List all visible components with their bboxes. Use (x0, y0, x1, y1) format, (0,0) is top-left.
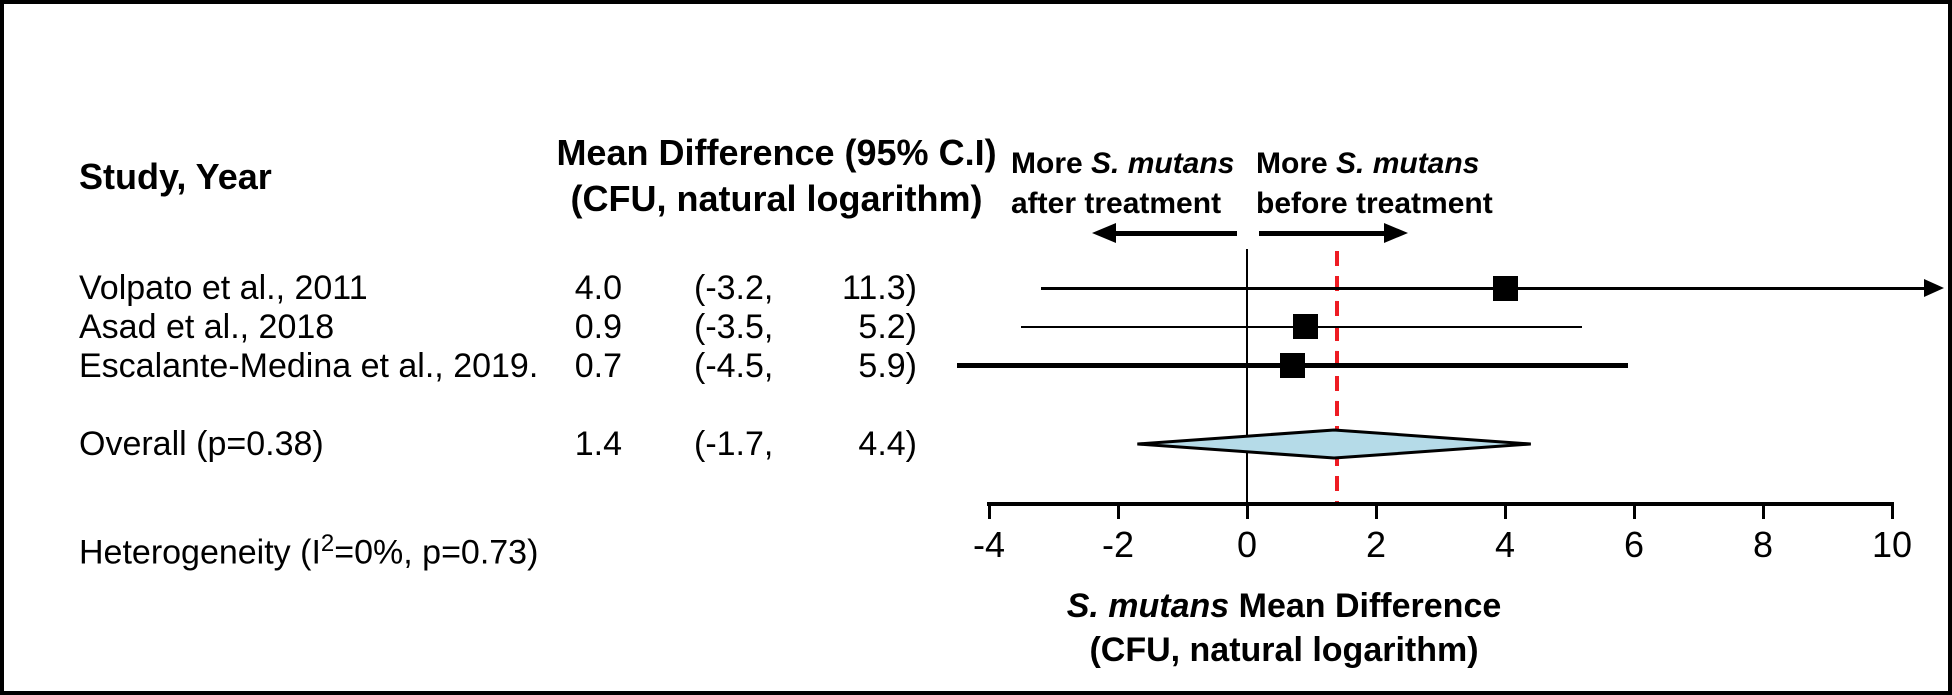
effect-square-0 (1492, 275, 1518, 301)
x-axis (987, 502, 1894, 506)
study-year-column-header: Study, Year (79, 156, 272, 197)
overall-row-ci-high: 4.4) (858, 425, 917, 463)
overall-row-mean: 1.4 (574, 425, 622, 463)
zero-reference-line (1246, 249, 1248, 518)
right-arrowhead-icon (1384, 223, 1408, 243)
overall-row-ci-low: (-1.7, (694, 425, 774, 463)
x-axis-tick-8 (1761, 504, 1765, 519)
effect-square-1 (1292, 314, 1318, 339)
study-row-2-mean: 0.7 (574, 346, 622, 385)
study-row-2-ci-low: (-4.5, (694, 346, 774, 385)
x-axis-tick-label-8: 8 (1752, 524, 1774, 565)
x-axis-title: S. mutans Mean Difference (CFU, natural … (1066, 587, 1502, 669)
x-axis-tick-label-10: 10 (1871, 524, 1913, 565)
x-axis-tick--4 (987, 504, 991, 519)
x-axis-tick-0 (1245, 504, 1249, 519)
right-arrow-icon (1259, 231, 1384, 236)
study-row-1-label: Asad et al., 2018 (79, 307, 335, 346)
study-row-2-ci-high: 5.9) (858, 346, 917, 385)
x-axis-tick-label--2: -2 (1101, 524, 1134, 565)
overall-estimate-dashed-line (1335, 251, 1340, 504)
x-axis-tick-label-6: 6 (1623, 524, 1645, 565)
x-axis-tick-4 (1503, 504, 1507, 519)
study-row-2-label: Escalante-Medina et al., 2019. (79, 346, 539, 385)
study-row-0-mean: 4.0 (574, 269, 622, 307)
x-axis-tick-label--4: -4 (972, 524, 1005, 565)
overall-row-label: Overall (p=0.38) (79, 425, 324, 463)
species-name: S. mutans (1336, 147, 1480, 180)
x-axis-tick-label-0: 0 (1236, 524, 1258, 565)
x-axis-tick-label-4: 4 (1494, 524, 1516, 565)
heterogeneity-note: Heterogeneity (I2=0%, p=0.73) (79, 530, 539, 572)
effect-column-header-line1: Mean Difference (95% C.I) (556, 132, 997, 173)
study-row-0-ci-high: 11.3) (842, 269, 917, 307)
x-axis-tick-2 (1374, 504, 1378, 519)
x-axis-tick--2 (1116, 504, 1120, 519)
effect-column-header-line2: (CFU, natural logarithm) (570, 178, 983, 219)
left-arrowhead-icon (1092, 223, 1116, 243)
species-name: S. mutans (1091, 147, 1235, 180)
ci-offscale-arrowhead-0 (1924, 279, 1944, 297)
study-row-0-label: Volpato et al., 2011 (79, 269, 368, 307)
x-axis-tick-label-2: 2 (1365, 524, 1387, 565)
direction-label-after-treatment: More S. mutans after treatment (1011, 147, 1235, 220)
effect-square-2 (1279, 353, 1305, 378)
x-axis-tick-10 (1890, 504, 1894, 519)
study-row-1-mean: 0.9 (574, 307, 622, 346)
left-arrow-icon (1112, 231, 1237, 236)
ci-line-0 (1040, 286, 1926, 290)
study-row-1-ci-high: 5.2) (858, 307, 917, 346)
effect-column-header: Mean Difference (95% C.I) (CFU, natural … (504, 130, 1049, 222)
species-name: S. mutans (1066, 587, 1230, 625)
study-row-0-ci-low: (-3.2, (694, 269, 774, 307)
study-row-1-ci-low: (-3.5, (694, 307, 774, 346)
x-axis-tick-6 (1632, 504, 1636, 519)
direction-label-before-treatment: More S. mutans before treatment (1256, 147, 1493, 220)
